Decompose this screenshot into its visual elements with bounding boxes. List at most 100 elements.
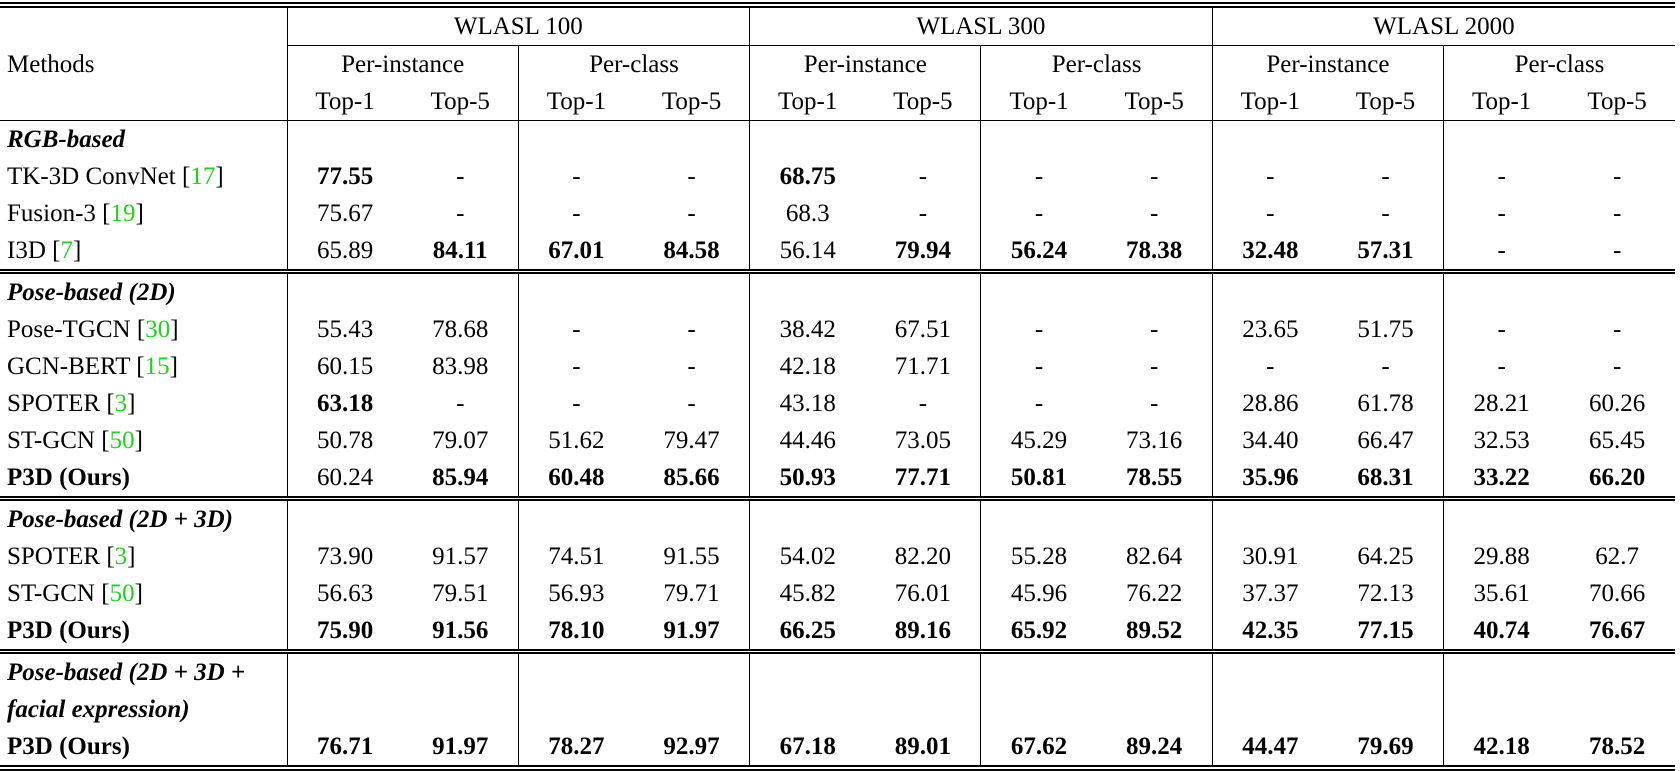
value-cell: 79.94 — [865, 232, 981, 274]
citation-link[interactable]: 3 — [114, 543, 128, 570]
header-row-subgroups: Per-instance Per-class Per-instance Per-… — [0, 45, 1675, 83]
value-cell: 68.3 — [749, 195, 866, 232]
value-cell: 55.28 — [980, 538, 1097, 575]
value-cell: 82.20 — [894, 543, 951, 570]
value-cell: 34.40 — [1211, 422, 1328, 459]
value-cell: 73.05 — [894, 427, 951, 454]
empty-cell — [1559, 499, 1675, 539]
empty-cell — [1097, 272, 1213, 312]
value-cell: - — [687, 200, 696, 227]
value-cell: 78.10 — [517, 612, 634, 654]
empty-cell — [517, 498, 634, 538]
value-cell: 61.78 — [1357, 390, 1414, 417]
method-name: I3D — [7, 237, 46, 264]
citation-link[interactable]: 3 — [114, 390, 128, 417]
value-cell: 51.75 — [1357, 316, 1414, 343]
value-cell: 67.62 — [980, 728, 1097, 771]
empty-cell — [1097, 121, 1213, 159]
dataset-header: WLASL 2000 — [1211, 2, 1675, 46]
empty-cell — [1328, 691, 1444, 728]
empty-cell — [865, 499, 981, 539]
value-cell: - — [1211, 195, 1328, 232]
value-cell: - — [1443, 348, 1560, 385]
empty-cell — [980, 691, 1097, 728]
citation-link[interactable]: 15 — [144, 353, 170, 380]
citation-link[interactable]: 19 — [110, 200, 136, 227]
value-cell: 50.78 — [286, 422, 403, 459]
value-cell: 60.15 — [286, 348, 403, 385]
empty-cell — [749, 120, 866, 158]
value-cell: 29.88 — [1443, 538, 1560, 575]
value-cell: 42.35 — [1211, 612, 1328, 654]
metric-header: Top-1 — [1443, 83, 1560, 121]
method-name: ST-GCN — [7, 427, 95, 454]
value-cell: 55.43 — [286, 311, 403, 348]
value-cell: - — [980, 311, 1097, 348]
citation-link[interactable]: 50 — [109, 427, 135, 454]
value-cell: 91.55 — [663, 543, 720, 570]
value-cell: - — [980, 348, 1097, 385]
empty-cell — [1211, 691, 1328, 728]
method-cell: TK-3D ConvNet [17] — [7, 163, 224, 190]
value-cell: - — [687, 390, 696, 417]
value-cell: 77.15 — [1327, 612, 1444, 654]
empty-cell — [286, 691, 403, 728]
method-name: ST-GCN — [7, 580, 95, 607]
empty-cell — [1328, 652, 1444, 692]
value-cell: - — [1612, 163, 1622, 190]
value-cell: - — [517, 195, 634, 232]
value-cell: 50.93 — [749, 459, 866, 501]
value-cell: 91.57 — [432, 543, 489, 570]
value-cell: 23.65 — [1211, 311, 1328, 348]
value-cell: 50.81 — [980, 459, 1097, 501]
citation-link[interactable]: 7 — [60, 237, 73, 264]
metric-header: Top-5 — [865, 83, 981, 121]
value-cell: 54.02 — [749, 538, 866, 575]
value-cell: - — [687, 163, 696, 190]
value-cell: - — [1150, 163, 1159, 190]
value-cell: - — [1381, 200, 1390, 227]
value-cell: - — [980, 385, 1097, 422]
citation-link[interactable]: 50 — [109, 580, 135, 607]
subgroup-header: Per-class — [980, 45, 1213, 83]
method-name: GCN-BERT — [7, 353, 131, 380]
value-cell: 75.90 — [286, 612, 403, 654]
empty-cell — [980, 120, 1097, 158]
value-cell: 76.67 — [1559, 612, 1675, 654]
value-cell: - — [1381, 353, 1390, 380]
value-cell: 79.69 — [1327, 728, 1444, 771]
header-row-metrics: Top-1 Top-5 Top-1 Top-5 Top-1 Top-5 Top-1 Top-5… — [0, 83, 1675, 121]
value-cell: - — [456, 163, 465, 190]
table-row: SPOTER [3] 63.18 - - - 43.18 - - - 28.86 61.78 28.2… — [0, 385, 1675, 422]
empty-cell — [403, 652, 519, 692]
value-cell: 66.47 — [1357, 427, 1414, 454]
value-cell: 56.24 — [980, 232, 1097, 274]
value-cell: 67.01 — [517, 232, 634, 274]
empty-cell — [286, 120, 403, 158]
empty-cell — [1097, 691, 1213, 728]
citation-link[interactable]: 30 — [145, 316, 171, 343]
empty-cell — [286, 498, 403, 538]
value-cell: 44.46 — [749, 422, 866, 459]
value-cell: - — [517, 311, 634, 348]
value-cell: - — [918, 200, 928, 227]
empty-cell — [403, 121, 519, 159]
value-cell: 79.47 — [663, 427, 720, 454]
metric-header: Top-1 — [517, 83, 634, 121]
table-row: I3D [7] 65.89 84.11 67.01 84.58 56.14 79.94 56.… — [0, 232, 1675, 274]
value-cell: 79.71 — [663, 580, 720, 607]
empty-cell — [634, 272, 750, 312]
empty-cell — [634, 121, 750, 159]
method-name: Pose-TGCN — [7, 316, 131, 343]
citation-link[interactable]: 17 — [190, 163, 216, 190]
table-row: P3D (Ours) 76.71 91.97 78.27 92.97 67.18 89.01… — [0, 728, 1675, 771]
value-cell: 35.61 — [1443, 575, 1560, 612]
value-cell: 62.7 — [1595, 543, 1639, 570]
value-cell: 28.21 — [1443, 385, 1560, 422]
value-cell: 79.51 — [432, 580, 489, 607]
value-cell: 77.71 — [865, 459, 981, 501]
value-cell: 66.20 — [1559, 459, 1675, 501]
value-cell: 56.14 — [749, 232, 866, 274]
value-cell: 37.37 — [1211, 575, 1328, 612]
empty-cell — [980, 498, 1097, 538]
